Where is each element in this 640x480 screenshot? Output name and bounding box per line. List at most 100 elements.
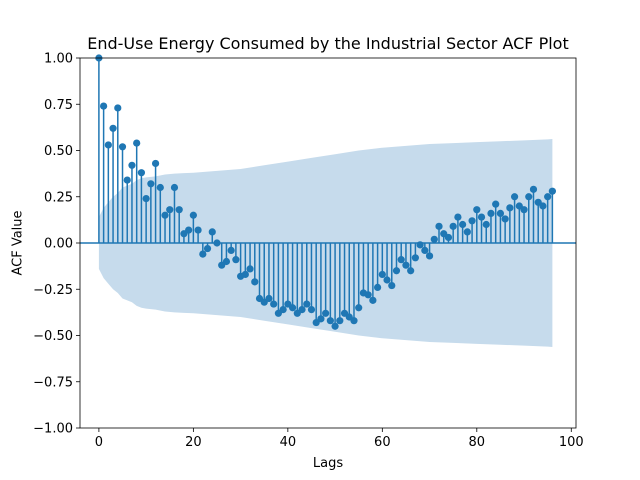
point-layer — [95, 54, 556, 330]
acf-point — [128, 161, 136, 169]
acf-point — [482, 220, 490, 229]
acf-point — [402, 261, 410, 269]
acf-point — [199, 250, 207, 258]
acf-point — [416, 241, 424, 249]
y-tick-label: 0.00 — [44, 237, 73, 252]
y-tick-label: −1.00 — [33, 422, 73, 437]
x-tick-label: 20 — [185, 435, 202, 450]
acf-point — [454, 213, 462, 221]
acf-point — [265, 294, 273, 303]
acf-point — [463, 228, 471, 236]
acf-point — [166, 206, 174, 214]
acf-point — [520, 206, 528, 214]
acf-point — [459, 220, 467, 229]
acf-point — [142, 195, 150, 203]
acf-point — [435, 222, 443, 230]
acf-point — [430, 235, 438, 243]
x-tick-label: 40 — [280, 435, 297, 450]
acf-point — [473, 206, 481, 214]
acf-point — [270, 300, 278, 308]
acf-point — [468, 217, 476, 225]
acf-point — [189, 211, 197, 219]
acf-point — [227, 246, 235, 254]
acf-point — [421, 246, 429, 254]
y-tick-label: 0.75 — [44, 98, 73, 113]
acf-point — [350, 317, 358, 325]
acf-point — [123, 176, 131, 184]
acf-point — [208, 228, 216, 236]
acf-point — [109, 124, 117, 132]
x-tick-label: 100 — [559, 435, 584, 450]
acf-point — [298, 306, 306, 314]
acf-point — [137, 169, 146, 177]
acf-point — [539, 202, 547, 210]
acf-point — [222, 257, 231, 266]
acf-point — [510, 193, 519, 201]
acf-point — [133, 139, 141, 147]
acf-point — [194, 226, 202, 234]
acf-point — [477, 213, 486, 221]
acf-point — [303, 300, 311, 308]
acf-point — [241, 270, 249, 279]
acf-point — [147, 180, 155, 188]
y-tick-label: 1.00 — [44, 52, 73, 67]
acf-point — [288, 304, 297, 312]
acf-point — [397, 256, 405, 264]
x-tick-label: 60 — [374, 435, 391, 450]
acf-point — [525, 193, 533, 201]
acf-point — [118, 143, 127, 151]
y-tick-label: 0.25 — [44, 190, 73, 205]
acf-point — [355, 304, 363, 312]
acf-point — [548, 187, 556, 195]
chart-title: End-Use Energy Consumed by the Industria… — [87, 34, 569, 53]
y-tick-label: −0.25 — [33, 283, 73, 298]
acf-point — [506, 204, 514, 212]
x-tick-label: 0 — [95, 435, 103, 450]
acf-point — [213, 239, 221, 247]
acf-point — [407, 267, 415, 275]
acf-point — [374, 283, 382, 291]
acf-point — [232, 256, 240, 264]
acf-point — [444, 233, 453, 242]
y-tick-label: −0.75 — [33, 375, 73, 390]
acf-point — [411, 254, 419, 262]
acf-point — [307, 306, 316, 314]
acf-point — [279, 306, 287, 314]
axes-layer: 0 20 40 60 80 100 1.00 0.75 0.50 0.25 0.00 −0.25 −0.… — [33, 52, 584, 451]
acf-point — [151, 159, 160, 168]
y-axis-title: ACF Value — [11, 210, 26, 275]
acf-point — [331, 322, 339, 330]
acf-point — [185, 226, 193, 234]
acf-point — [161, 211, 169, 219]
acf-point — [317, 315, 325, 323]
acf-point — [156, 183, 164, 192]
acf-point — [203, 244, 212, 253]
acf-point — [529, 185, 538, 193]
acf-point — [388, 281, 396, 290]
y-tick-label: −0.50 — [33, 329, 73, 344]
acf-point — [369, 296, 377, 304]
acf-point — [492, 200, 500, 208]
acf-point — [114, 104, 122, 112]
acf-point — [496, 209, 505, 217]
acf-point — [378, 270, 386, 279]
acf-point — [487, 209, 495, 217]
acf-point — [322, 309, 330, 317]
acf-point — [175, 206, 183, 214]
acf-point — [104, 141, 112, 149]
acf-point — [383, 276, 391, 284]
acf-point — [246, 265, 254, 273]
acf-point — [251, 278, 259, 286]
acf-point — [501, 215, 509, 223]
y-tick-label: 0.50 — [44, 144, 73, 159]
acf-point — [170, 183, 179, 192]
acf-point — [544, 193, 552, 201]
acf-point — [326, 317, 334, 325]
acf-point — [364, 291, 372, 299]
acf-point — [425, 252, 434, 260]
acf-point — [336, 317, 344, 325]
x-axis-title: Lags — [313, 456, 343, 471]
acf-point — [449, 222, 457, 230]
acf-point — [392, 267, 401, 275]
